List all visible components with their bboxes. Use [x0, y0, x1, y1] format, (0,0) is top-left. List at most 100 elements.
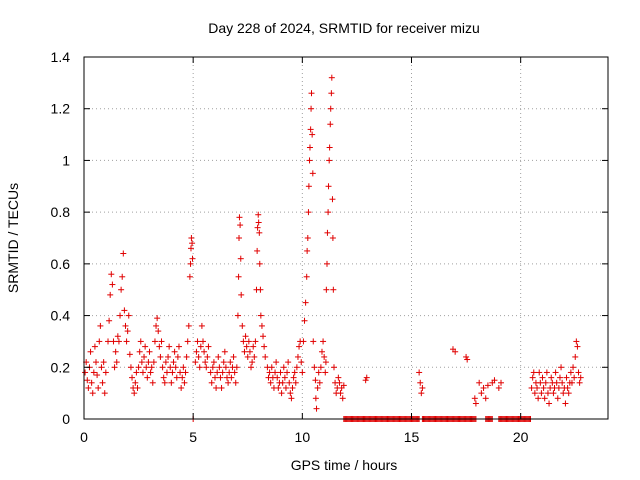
data-point	[227, 359, 234, 366]
data-point	[543, 369, 550, 376]
data-point	[577, 374, 584, 381]
data-point	[132, 379, 139, 386]
data-point	[168, 379, 175, 386]
data-point	[555, 384, 562, 391]
x-tick-label: 20	[513, 429, 529, 445]
data-point	[97, 322, 104, 329]
data-point	[531, 390, 538, 397]
data-point	[308, 90, 315, 97]
data-point	[322, 359, 329, 366]
data-point	[362, 377, 369, 384]
data-point	[542, 379, 549, 386]
data-point	[563, 374, 570, 381]
data-point	[196, 364, 203, 371]
data-point	[236, 214, 243, 221]
data-point	[537, 379, 544, 386]
data-point	[306, 157, 313, 164]
data-point	[240, 338, 247, 345]
data-point	[102, 369, 109, 376]
data-point	[322, 369, 329, 376]
data-point	[126, 351, 133, 358]
data-point	[463, 353, 470, 360]
data-point	[299, 369, 306, 376]
data-point	[293, 364, 300, 371]
data-point	[308, 105, 315, 112]
data-point	[309, 131, 316, 138]
y-tick-label: 0.8	[51, 204, 71, 220]
data-point	[235, 273, 242, 280]
data-point	[528, 384, 535, 391]
data-point	[239, 322, 246, 329]
data-point	[133, 369, 140, 376]
data-point	[541, 395, 548, 402]
data-point	[237, 255, 244, 262]
data-point	[192, 359, 199, 366]
data-point	[115, 338, 122, 345]
data-point	[339, 395, 346, 402]
data-point	[89, 390, 96, 397]
data-point	[544, 390, 551, 397]
data-point	[149, 379, 156, 386]
data-point	[292, 379, 299, 386]
data-point	[250, 343, 257, 350]
data-point	[101, 390, 108, 397]
data-point	[181, 379, 188, 386]
data-point	[464, 356, 471, 363]
data-point	[337, 390, 344, 397]
data-point	[216, 364, 223, 371]
data-point	[209, 364, 216, 371]
data-point	[167, 364, 174, 371]
data-point	[177, 369, 184, 376]
data-point	[572, 353, 579, 360]
data-point	[260, 333, 267, 340]
data-point	[258, 322, 265, 329]
data-point	[328, 90, 335, 97]
data-point	[482, 395, 489, 402]
data-point	[121, 307, 128, 314]
data-point	[287, 390, 294, 397]
data-point	[144, 374, 151, 381]
data-point	[134, 384, 141, 391]
data-point	[452, 348, 459, 355]
data-point	[267, 379, 274, 386]
data-point	[119, 273, 126, 280]
data-point	[139, 369, 146, 376]
data-point	[306, 144, 313, 151]
data-point	[248, 364, 255, 371]
data-point	[156, 343, 163, 350]
data-point	[255, 211, 262, 218]
data-point	[272, 369, 279, 376]
data-point	[94, 372, 101, 379]
data-point	[170, 359, 177, 366]
data-point	[219, 369, 226, 376]
data-point	[326, 144, 333, 151]
data-point	[326, 157, 333, 164]
data-point	[124, 328, 131, 335]
data-point	[471, 395, 478, 402]
data-point	[256, 260, 263, 267]
data-point	[317, 364, 324, 371]
data-point	[530, 369, 537, 376]
data-point	[237, 222, 244, 229]
data-point	[540, 384, 547, 391]
data-point	[218, 384, 225, 391]
data-point	[160, 374, 167, 381]
data-point	[310, 338, 317, 345]
data-point	[495, 384, 502, 391]
data-point	[129, 374, 136, 381]
data-point	[155, 328, 162, 335]
data-point	[118, 286, 125, 293]
data-point	[210, 359, 217, 366]
y-axis-ticks: 0 0.2 0.4 0.6 0.8 1 1.2 1.4	[51, 49, 608, 427]
data-point	[282, 384, 289, 391]
data-point	[146, 348, 153, 355]
y-axis-label: SRMTID / TECUs	[5, 183, 21, 293]
data-point	[212, 374, 218, 381]
data-point	[226, 369, 233, 376]
data-point	[553, 379, 560, 386]
data-point	[255, 219, 262, 226]
data-point	[207, 369, 214, 376]
data-point	[303, 273, 310, 280]
data-point	[95, 384, 102, 391]
